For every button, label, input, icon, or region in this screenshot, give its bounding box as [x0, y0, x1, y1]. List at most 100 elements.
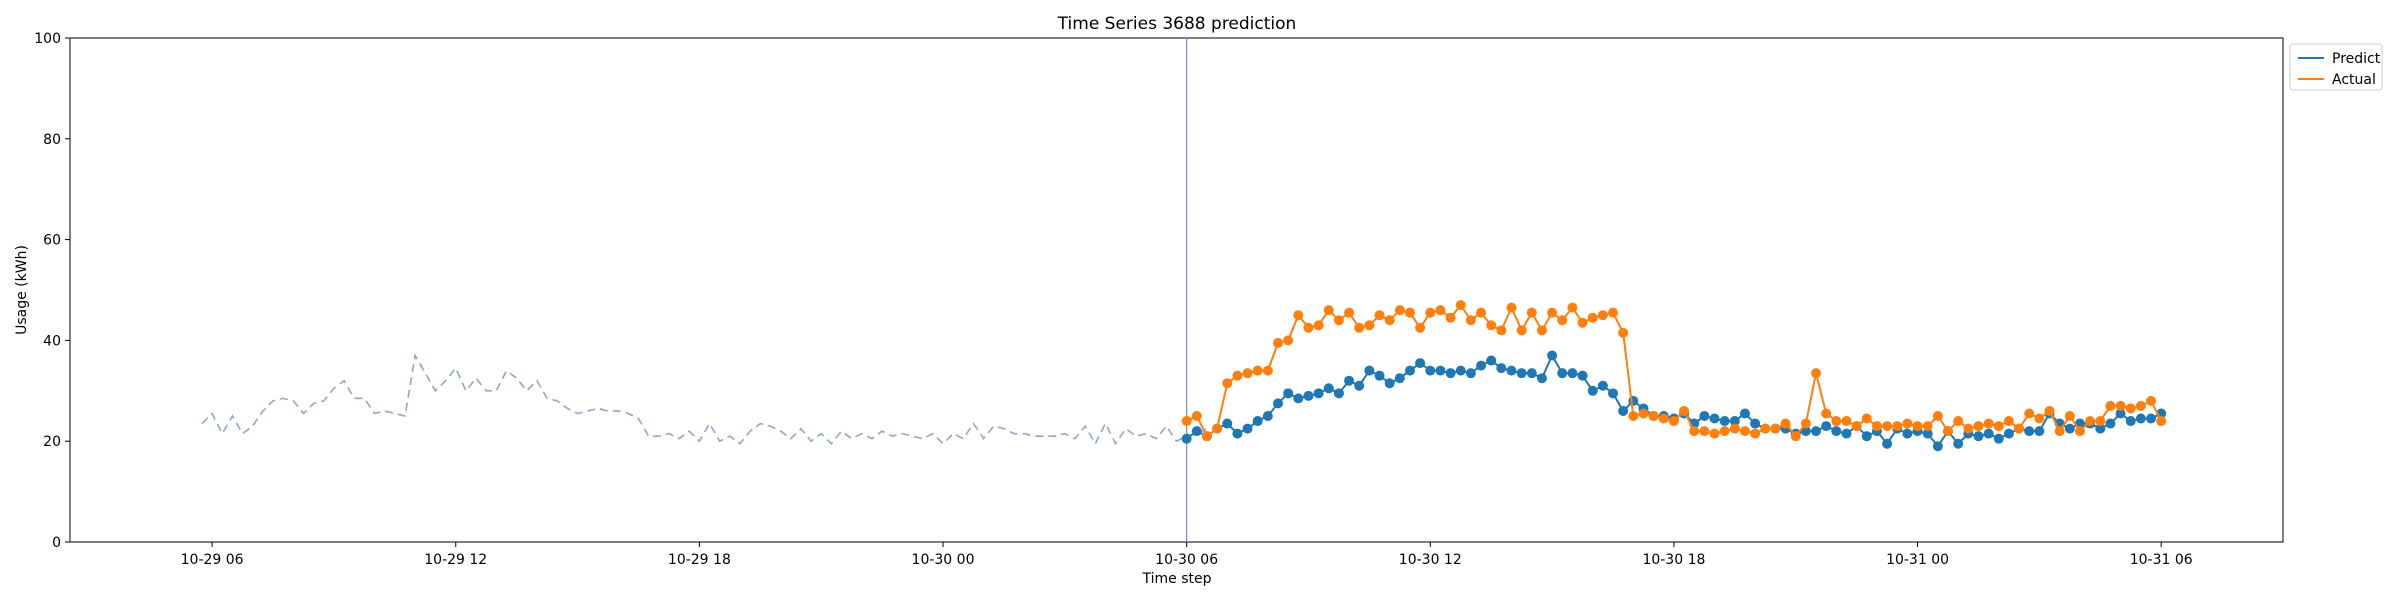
actual-point — [1973, 421, 1984, 432]
actual-point — [1344, 307, 1355, 318]
predict-point — [1283, 388, 1294, 399]
actual-point — [1770, 423, 1781, 434]
actual-point — [1648, 411, 1659, 421]
x-tick-label: 10-29 12 — [424, 552, 487, 568]
predict-point — [1415, 358, 1426, 369]
predict-point — [1394, 373, 1405, 384]
actual-point — [1425, 307, 1436, 318]
actual-point — [1547, 307, 1558, 318]
actual-point — [1750, 428, 1761, 439]
actual-point — [2074, 426, 2085, 437]
actual-point — [1201, 431, 1212, 442]
predict-point — [1506, 365, 1517, 376]
predict-point — [1567, 368, 1578, 379]
predict-point — [1445, 368, 1456, 379]
actual-point — [1912, 421, 1923, 432]
actual-point — [1871, 421, 1882, 432]
actual-point — [1922, 421, 1933, 432]
actual-point — [1709, 428, 1720, 439]
predict-point — [1293, 393, 1304, 404]
predict-point — [1222, 418, 1233, 429]
actual-point — [1435, 305, 1446, 316]
predict-point — [1739, 408, 1750, 419]
predict-point — [1191, 426, 1202, 437]
actual-point — [1445, 312, 1456, 323]
actual-point — [1739, 426, 1750, 437]
x-axis: 10-29 06 10-29 12 10-29 18 10-30 00 10-30 06… — [181, 542, 2193, 568]
y-tick-label: 40 — [43, 333, 61, 349]
x-tick-label: 10-30 18 — [1642, 552, 1705, 568]
actual-point — [1212, 423, 1223, 434]
actual-point — [1679, 405, 1690, 416]
predict-point — [1902, 428, 1913, 439]
actual-point — [1273, 337, 1284, 348]
predict-point — [1618, 405, 1629, 416]
y-tick-label: 100 — [34, 31, 61, 47]
actual-point — [1811, 368, 1822, 379]
actual-point — [1323, 305, 1334, 316]
predict-point — [1252, 416, 1263, 427]
actual-point — [1841, 416, 1852, 427]
actual-point — [2146, 395, 2157, 406]
actual-point — [1790, 431, 1801, 442]
actual-point — [1476, 307, 1487, 318]
predict-point — [1323, 383, 1334, 394]
predict-point — [2024, 426, 2035, 437]
actual-point — [1516, 325, 1527, 336]
predict-point — [1841, 428, 1852, 439]
predict-point — [1455, 365, 1466, 376]
history-line — [201, 353, 1208, 446]
predict-point — [1516, 368, 1527, 379]
plot-area — [69, 37, 2284, 543]
predict-point — [2135, 413, 2146, 424]
predict-point — [1496, 363, 1507, 374]
actual-point — [1983, 418, 1994, 429]
actual-point — [1851, 421, 1862, 432]
predict-point — [1354, 380, 1365, 391]
actual-point — [1668, 416, 1679, 427]
actual-point — [1394, 305, 1405, 316]
actual-point — [2064, 411, 2075, 421]
predict-point — [1831, 426, 1842, 437]
predict-point — [1181, 433, 1192, 444]
actual-point — [1719, 426, 1730, 437]
actual-point — [1831, 416, 1842, 427]
actual-point — [1760, 423, 1771, 434]
actual-point — [2003, 416, 2014, 427]
actual-point — [1232, 370, 1243, 381]
actual-point — [1333, 315, 1344, 326]
actual-point — [1364, 320, 1375, 331]
actual-point — [1993, 421, 2004, 432]
predict-point — [1953, 438, 1964, 449]
predict-point — [2003, 428, 2014, 439]
x-tick-label: 10-29 18 — [668, 552, 731, 568]
actual-point — [1618, 327, 1629, 338]
y-tick-label: 60 — [43, 233, 61, 249]
actual-point — [1638, 408, 1649, 419]
predict-point — [1750, 418, 1761, 429]
actual-point — [1191, 411, 1202, 421]
predict-point — [2146, 413, 2157, 424]
actual-point — [1222, 378, 1233, 389]
predict-point — [1729, 416, 1740, 427]
actual-point — [2095, 416, 2106, 427]
predict-point — [1486, 355, 1497, 366]
actual-point — [1689, 426, 1700, 437]
predict-point — [1536, 373, 1547, 384]
actual-point — [1283, 335, 1294, 346]
actual-point — [2156, 416, 2167, 427]
predict-point — [1628, 395, 1639, 406]
predict-point — [2105, 418, 2116, 429]
predict-point — [1800, 426, 1811, 437]
actual-point — [1658, 413, 1669, 424]
actual-point — [2105, 400, 2116, 411]
chart-title: Time Series 3688 prediction — [1057, 14, 1297, 34]
predict-point — [2064, 423, 2075, 434]
y-tick-label: 80 — [43, 132, 61, 148]
predict-legend-label: Predict — [2332, 51, 2381, 67]
actual-point — [1313, 320, 1324, 331]
predict-point — [1476, 360, 1487, 371]
actual-point — [1861, 413, 1872, 424]
